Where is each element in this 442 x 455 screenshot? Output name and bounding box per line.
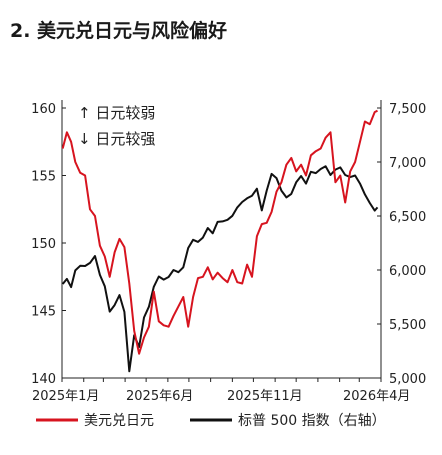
left-tick-label: 140 (31, 372, 56, 387)
axes: 140 145 150 155 160 5,000 5,500 6,000 6,500 7,000… (31, 100, 426, 404)
right-tick-label: 6,500 (389, 210, 426, 225)
left-tick-label: 150 (31, 237, 56, 252)
x-tick-label: 2025年1月 (32, 389, 99, 404)
annotation-yen-stronger: ↓ 日元较强 (78, 130, 155, 148)
chart-title: 2. 美元兑日元与风险偏好 (10, 20, 228, 42)
legend-label-usdjpy: 美元兑日元 (84, 413, 154, 429)
x-tick-label: 2026年4月 (343, 389, 410, 404)
right-tick-label: 7,000 (389, 156, 426, 171)
series-layer (61, 109, 379, 373)
series-line-sp500 (61, 165, 379, 373)
annotation-yen-weaker: ↑ 日元较弱 (78, 104, 155, 122)
left-tick-label: 160 (31, 102, 56, 117)
x-tick-label: 2025年6月 (126, 389, 193, 404)
left-tick-label: 145 (31, 305, 56, 320)
legend-label-sp500: 标普 500 指数（右轴） (238, 413, 386, 429)
right-tick-label: 5,000 (389, 372, 426, 387)
right-tick-label: 5,500 (389, 318, 426, 333)
right-tick-label: 7,500 (389, 102, 426, 117)
x-tick-label: 2025年11月 (227, 389, 303, 404)
series-line-usdjpy (61, 109, 378, 355)
legend: 美元兑日元 标普 500 指数（右轴） (36, 413, 386, 429)
left-tick-label: 155 (31, 170, 56, 185)
right-tick-label: 6,000 (389, 264, 426, 279)
